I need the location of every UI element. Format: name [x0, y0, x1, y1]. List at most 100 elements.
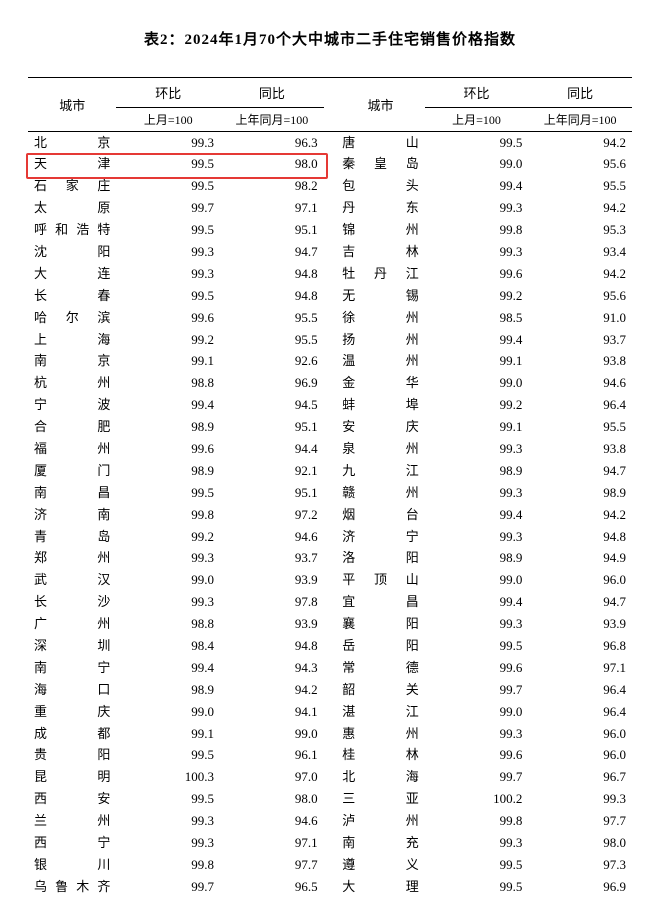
- city-cell: 贵 阳: [28, 745, 116, 767]
- city-cell: 太 原: [28, 198, 116, 220]
- table-row: 青 岛99.294.6济 宁99.394.8: [28, 526, 632, 548]
- mom-cell: 99.5: [116, 482, 220, 504]
- mom-cell: 99.5: [116, 220, 220, 242]
- table-row: 西 安99.598.0三 亚100.299.3: [28, 789, 632, 811]
- gap-cell: [324, 504, 337, 526]
- mom-cell: 99.3: [116, 241, 220, 263]
- city-cell: 郑 州: [28, 548, 116, 570]
- col-yoy: 同比: [528, 78, 632, 108]
- gap-cell: [324, 635, 337, 657]
- yoy-cell: 98.0: [528, 833, 632, 855]
- yoy-cell: 94.3: [220, 657, 324, 679]
- table-row: 南 京99.192.6温 州99.193.8: [28, 351, 632, 373]
- table-row: 昆 明100.397.0北 海99.796.7: [28, 767, 632, 789]
- city-cell: 岳 阳: [336, 635, 424, 657]
- mom-cell: 99.8: [116, 504, 220, 526]
- mom-cell: 99.2: [425, 395, 529, 417]
- city-cell: 兰 州: [28, 811, 116, 833]
- yoy-cell: 97.7: [528, 811, 632, 833]
- city-cell: 湛 江: [336, 701, 424, 723]
- yoy-cell: 95.5: [220, 307, 324, 329]
- table-row: 贵 阳99.596.1桂 林99.696.0: [28, 745, 632, 767]
- mom-cell: 99.8: [425, 220, 529, 242]
- mom-cell: 99.6: [425, 263, 529, 285]
- mom-cell: 99.6: [425, 745, 529, 767]
- yoy-cell: 97.7: [220, 854, 324, 876]
- mom-cell: 99.0: [425, 154, 529, 176]
- mom-cell: 99.7: [425, 679, 529, 701]
- mom-cell: 99.5: [116, 745, 220, 767]
- yoy-cell: 96.0: [528, 570, 632, 592]
- yoy-cell: 97.1: [528, 657, 632, 679]
- mom-cell: 99.2: [116, 526, 220, 548]
- city-cell: 秦 皇 岛: [336, 154, 424, 176]
- gap-cell: [324, 723, 337, 745]
- table-row: 哈 尔 滨99.695.5徐 州98.591.0: [28, 307, 632, 329]
- city-cell: 烟 台: [336, 504, 424, 526]
- mom-cell: 98.8: [116, 614, 220, 636]
- yoy-cell: 96.7: [528, 767, 632, 789]
- mom-cell: 99.4: [425, 329, 529, 351]
- col-yoy: 同比: [220, 78, 324, 108]
- yoy-cell: 93.7: [220, 548, 324, 570]
- yoy-cell: 94.6: [528, 373, 632, 395]
- yoy-cell: 93.4: [528, 241, 632, 263]
- table-row: 郑 州99.393.7洛 阳98.994.9: [28, 548, 632, 570]
- mom-cell: 98.4: [116, 635, 220, 657]
- city-cell: 济 南: [28, 504, 116, 526]
- gap-cell: [324, 745, 337, 767]
- yoy-cell: 95.5: [220, 329, 324, 351]
- mom-cell: 99.3: [116, 263, 220, 285]
- mom-cell: 99.3: [116, 833, 220, 855]
- city-cell: 合 肥: [28, 417, 116, 439]
- city-cell: 天 津: [28, 154, 116, 176]
- gap-cell: [324, 526, 337, 548]
- yoy-cell: 98.0: [220, 154, 324, 176]
- mom-cell: 99.3: [116, 548, 220, 570]
- table-row: 济 南99.897.2烟 台99.494.2: [28, 504, 632, 526]
- yoy-cell: 94.2: [528, 504, 632, 526]
- yoy-cell: 94.8: [528, 526, 632, 548]
- city-cell: 昆 明: [28, 767, 116, 789]
- yoy-cell: 96.9: [220, 373, 324, 395]
- col-city: 城市: [28, 78, 116, 132]
- table-row: 兰 州99.394.6泸 州99.897.7: [28, 811, 632, 833]
- mom-cell: 99.5: [425, 132, 529, 154]
- table-row: 南 宁99.494.3常 德99.697.1: [28, 657, 632, 679]
- yoy-cell: 94.2: [528, 263, 632, 285]
- mom-cell: 99.5: [116, 154, 220, 176]
- yoy-cell: 97.1: [220, 833, 324, 855]
- yoy-cell: 93.8: [528, 351, 632, 373]
- city-cell: 唐 山: [336, 132, 424, 154]
- mom-cell: 99.8: [425, 811, 529, 833]
- yoy-cell: 94.1: [220, 701, 324, 723]
- table-row: 太 原99.797.1丹 东99.394.2: [28, 198, 632, 220]
- city-cell: 济 宁: [336, 526, 424, 548]
- mom-cell: 99.5: [116, 176, 220, 198]
- gap-cell: [324, 329, 337, 351]
- gap-cell: [324, 438, 337, 460]
- city-cell: 洛 阳: [336, 548, 424, 570]
- yoy-cell: 94.7: [220, 241, 324, 263]
- mom-cell: 99.8: [116, 854, 220, 876]
- yoy-cell: 95.5: [528, 417, 632, 439]
- yoy-cell: 95.6: [528, 285, 632, 307]
- city-cell: 北 京: [28, 132, 116, 154]
- mom-cell: 99.0: [425, 570, 529, 592]
- city-cell: 三 亚: [336, 789, 424, 811]
- mom-cell: 98.9: [425, 460, 529, 482]
- col-yoy-sub: 上年同月=100: [528, 108, 632, 132]
- city-cell: 丹 东: [336, 198, 424, 220]
- yoy-cell: 94.2: [528, 132, 632, 154]
- table-row: 成 都99.199.0惠 州99.396.0: [28, 723, 632, 745]
- mom-cell: 99.4: [425, 592, 529, 614]
- city-cell: 安 庆: [336, 417, 424, 439]
- gap-cell: [324, 198, 337, 220]
- city-cell: 韶 关: [336, 679, 424, 701]
- mom-cell: 99.3: [425, 198, 529, 220]
- mom-cell: 99.6: [116, 307, 220, 329]
- mom-cell: 99.3: [425, 833, 529, 855]
- mom-cell: 99.0: [116, 570, 220, 592]
- yoy-cell: 95.6: [528, 154, 632, 176]
- city-cell: 无 锡: [336, 285, 424, 307]
